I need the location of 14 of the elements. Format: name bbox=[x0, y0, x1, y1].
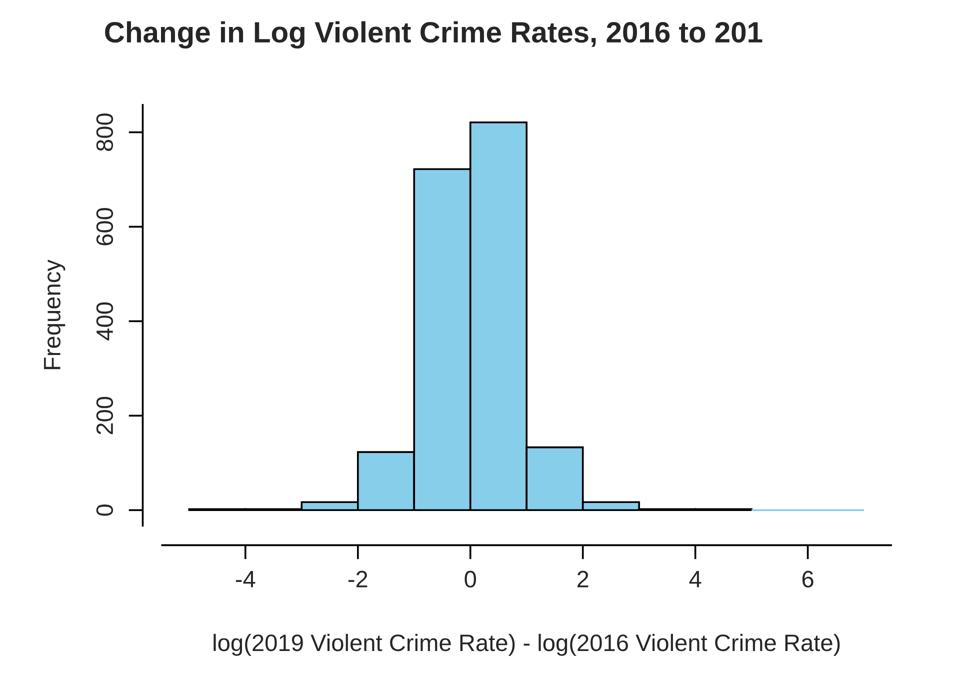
y-tick-label: 0 bbox=[96, 504, 114, 516]
y-tick-label: 800 bbox=[96, 113, 114, 151]
x-tick-label: 2 bbox=[577, 570, 588, 588]
y-tick-label: 400 bbox=[96, 302, 114, 340]
chart-title: Change in Log Violent Crime Rates, 2016 to 201 bbox=[105, 21, 762, 49]
x-tick-label: 0 bbox=[464, 570, 476, 588]
x-axis-title: log(2019 Violent Crime Rate) - log(2016 Violent Crime Rate) bbox=[214, 634, 840, 656]
x-tick-label: -4 bbox=[236, 571, 256, 588]
x-tick-label: 6 bbox=[802, 570, 814, 588]
y-tick-label: 600 bbox=[96, 208, 114, 246]
y-tick-label: 200 bbox=[96, 396, 114, 434]
y-axis-title: Frequency bbox=[44, 260, 66, 370]
x-tick-label: -2 bbox=[348, 570, 368, 588]
x-tick-label: 4 bbox=[689, 571, 702, 588]
